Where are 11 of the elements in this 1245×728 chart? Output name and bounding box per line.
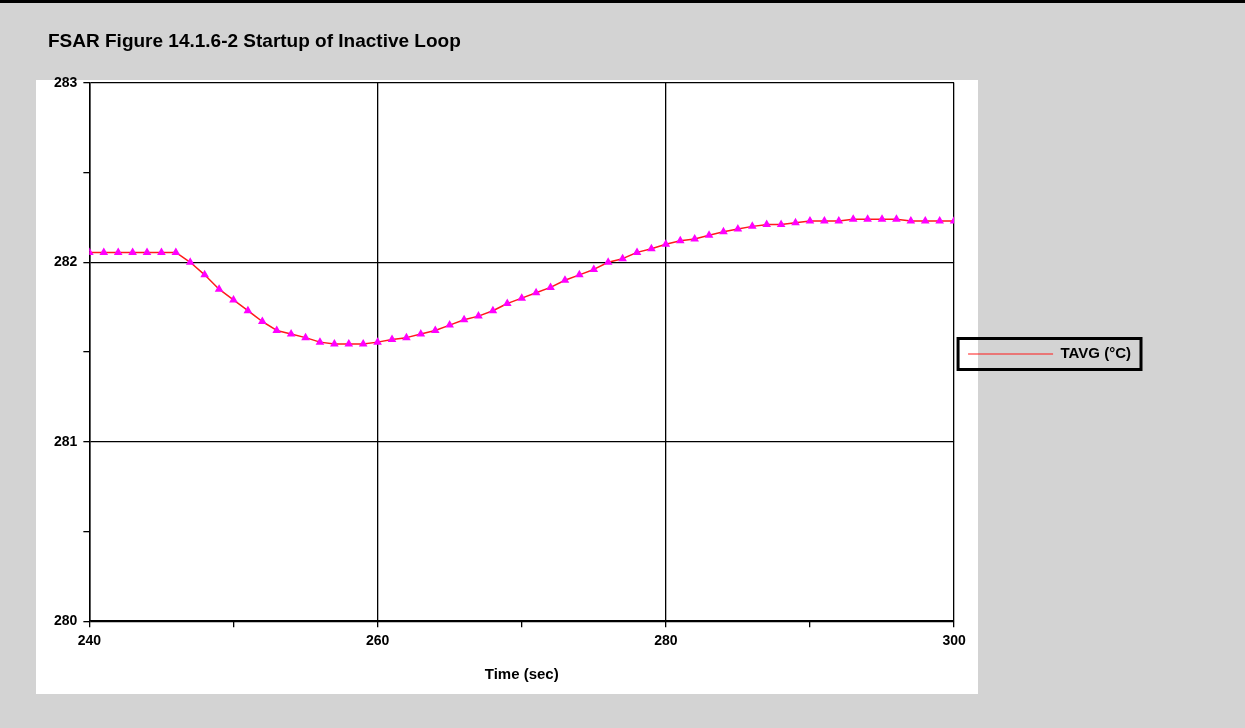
y-tick-label: 281 bbox=[54, 432, 78, 449]
x-tick-label: 240 bbox=[77, 632, 102, 649]
x-tick-label: 260 bbox=[365, 632, 390, 649]
y-tick-label: 282 bbox=[54, 253, 78, 270]
y-tick-label: 283 bbox=[54, 73, 78, 90]
text: TAVG (°C) bbox=[1060, 344, 1132, 362]
chart-title: FSAR Figure 14.1.6-2 Startup of Inactive Loop bbox=[48, 29, 461, 51]
x-tick-label: 280 bbox=[654, 632, 678, 649]
x-axis-title: Time (sec) bbox=[484, 665, 559, 683]
x-tick-label: 300 bbox=[942, 632, 966, 649]
y-tick-label: 280 bbox=[54, 612, 78, 629]
